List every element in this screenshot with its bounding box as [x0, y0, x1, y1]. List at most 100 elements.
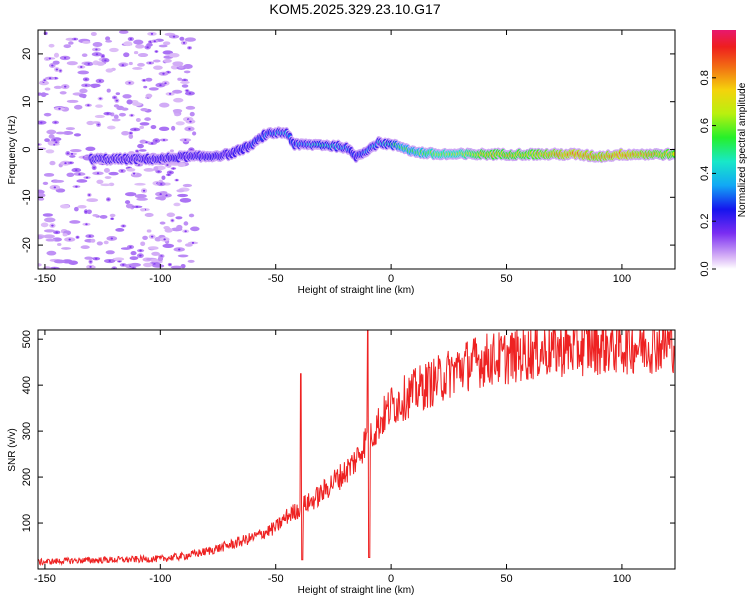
- noise-speckle: [144, 212, 154, 217]
- noise-speckle: [52, 60, 60, 65]
- noise-speckle: [145, 93, 153, 98]
- noise-core: [185, 89, 189, 92]
- noise-core: [80, 66, 83, 69]
- noise-speckle: [43, 172, 55, 177]
- noise-speckle: [103, 167, 110, 173]
- noise-speckle: [66, 61, 78, 66]
- x-tick-label: -100: [149, 573, 171, 585]
- noise-speckle: [135, 117, 141, 122]
- noise-speckle: [55, 188, 66, 193]
- noise-core: [95, 48, 98, 51]
- noise-speckle: [162, 243, 175, 248]
- noise-speckle: [48, 43, 55, 48]
- noise-speckle: [38, 263, 42, 267]
- noise-speckle: [40, 222, 49, 228]
- snr-plot-area: [38, 330, 675, 569]
- noise-speckle: [180, 80, 190, 84]
- noise-speckle: [44, 87, 51, 91]
- noise-speckle: [90, 83, 101, 88]
- noise-speckle: [43, 217, 56, 223]
- noise-core: [150, 32, 154, 35]
- x-tick-label: 50: [500, 573, 512, 585]
- noise-core: [189, 120, 192, 123]
- noise-speckle: [78, 93, 87, 98]
- noise-speckle: [108, 171, 119, 176]
- noise-core: [146, 46, 149, 49]
- noise-core: [183, 79, 186, 82]
- noise-core: [162, 138, 166, 141]
- noise-speckle: [62, 131, 74, 136]
- noise-core: [165, 194, 168, 197]
- noise-core: [145, 141, 148, 144]
- noise-core: [76, 236, 79, 239]
- noise-core: [169, 171, 172, 174]
- noise-speckle: [80, 245, 90, 250]
- noise-speckle: [159, 102, 170, 108]
- noise-speckle: [132, 102, 142, 107]
- noise-speckle: [62, 233, 68, 237]
- noise-speckle: [168, 52, 180, 58]
- noise-speckle: [148, 87, 159, 91]
- noise-speckle: [155, 196, 167, 200]
- noise-core: [148, 61, 152, 64]
- noise-core: [188, 46, 191, 49]
- noise-speckle: [169, 149, 174, 153]
- noise-core: [89, 260, 92, 263]
- noise-speckle: [46, 129, 57, 135]
- noise-core: [106, 112, 109, 115]
- noise-core: [129, 38, 133, 41]
- noise-speckle: [176, 189, 185, 193]
- noise-speckle: [57, 243, 62, 246]
- noise-speckle: [157, 256, 164, 262]
- noise-speckle: [122, 94, 132, 99]
- noise-speckle: [150, 124, 157, 130]
- noise-speckle: [38, 235, 44, 240]
- noise-speckle: [105, 68, 114, 73]
- noise-speckle: [66, 172, 75, 177]
- noise-speckle: [192, 131, 197, 136]
- noise-speckle: [163, 58, 172, 63]
- y-tick-label: 100: [21, 514, 33, 532]
- noise-core: [168, 263, 172, 266]
- noise-speckle: [92, 42, 103, 47]
- noise-speckle: [118, 30, 129, 34]
- noise-speckle: [154, 236, 162, 242]
- noise-core: [142, 189, 146, 192]
- noise-speckle: [139, 125, 145, 130]
- noise-speckle: [81, 53, 88, 57]
- noise-speckle: [130, 250, 137, 256]
- noise-core: [64, 85, 67, 88]
- noise-speckle: [136, 197, 148, 201]
- noise-core: [108, 260, 111, 263]
- noise-core: [54, 121, 57, 124]
- noise-speckle: [134, 182, 146, 186]
- noise-speckle: [90, 238, 96, 243]
- snr-y-axis: 100 200 300 400 500: [21, 330, 675, 532]
- noise-speckle: [161, 175, 166, 180]
- noise-speckle: [140, 241, 146, 247]
- noise-speckle: [146, 229, 152, 233]
- noise-speckle: [126, 168, 136, 172]
- noise-speckle: [179, 197, 192, 203]
- colorbar-tick-label: 0.4: [699, 166, 711, 181]
- noise-speckle: [143, 85, 148, 89]
- spectrogram-x-axis: -150 -100 -50 0 50 100: [34, 30, 631, 285]
- colorbar-tick-label: 0.8: [699, 70, 711, 85]
- x-tick-label: -50: [268, 273, 284, 285]
- noise-core: [107, 198, 110, 201]
- noise-speckle: [128, 61, 133, 66]
- spectrogram-y-axis: -20 -10 0 10 20: [21, 48, 675, 253]
- x-tick-label: -50: [268, 573, 284, 585]
- noise-speckle: [181, 84, 189, 88]
- noise-core: [97, 123, 100, 126]
- noise-speckle: [100, 183, 112, 187]
- noise-speckle: [177, 193, 189, 198]
- colorbar-tick-label: 0.6: [699, 118, 711, 133]
- noise-core: [120, 169, 124, 172]
- noise-speckle: [96, 241, 103, 246]
- noise-core: [121, 64, 125, 67]
- noise-speckle: [153, 166, 159, 172]
- noise-speckle: [137, 53, 149, 58]
- noise-speckle: [105, 250, 115, 255]
- noise-speckle: [188, 213, 195, 218]
